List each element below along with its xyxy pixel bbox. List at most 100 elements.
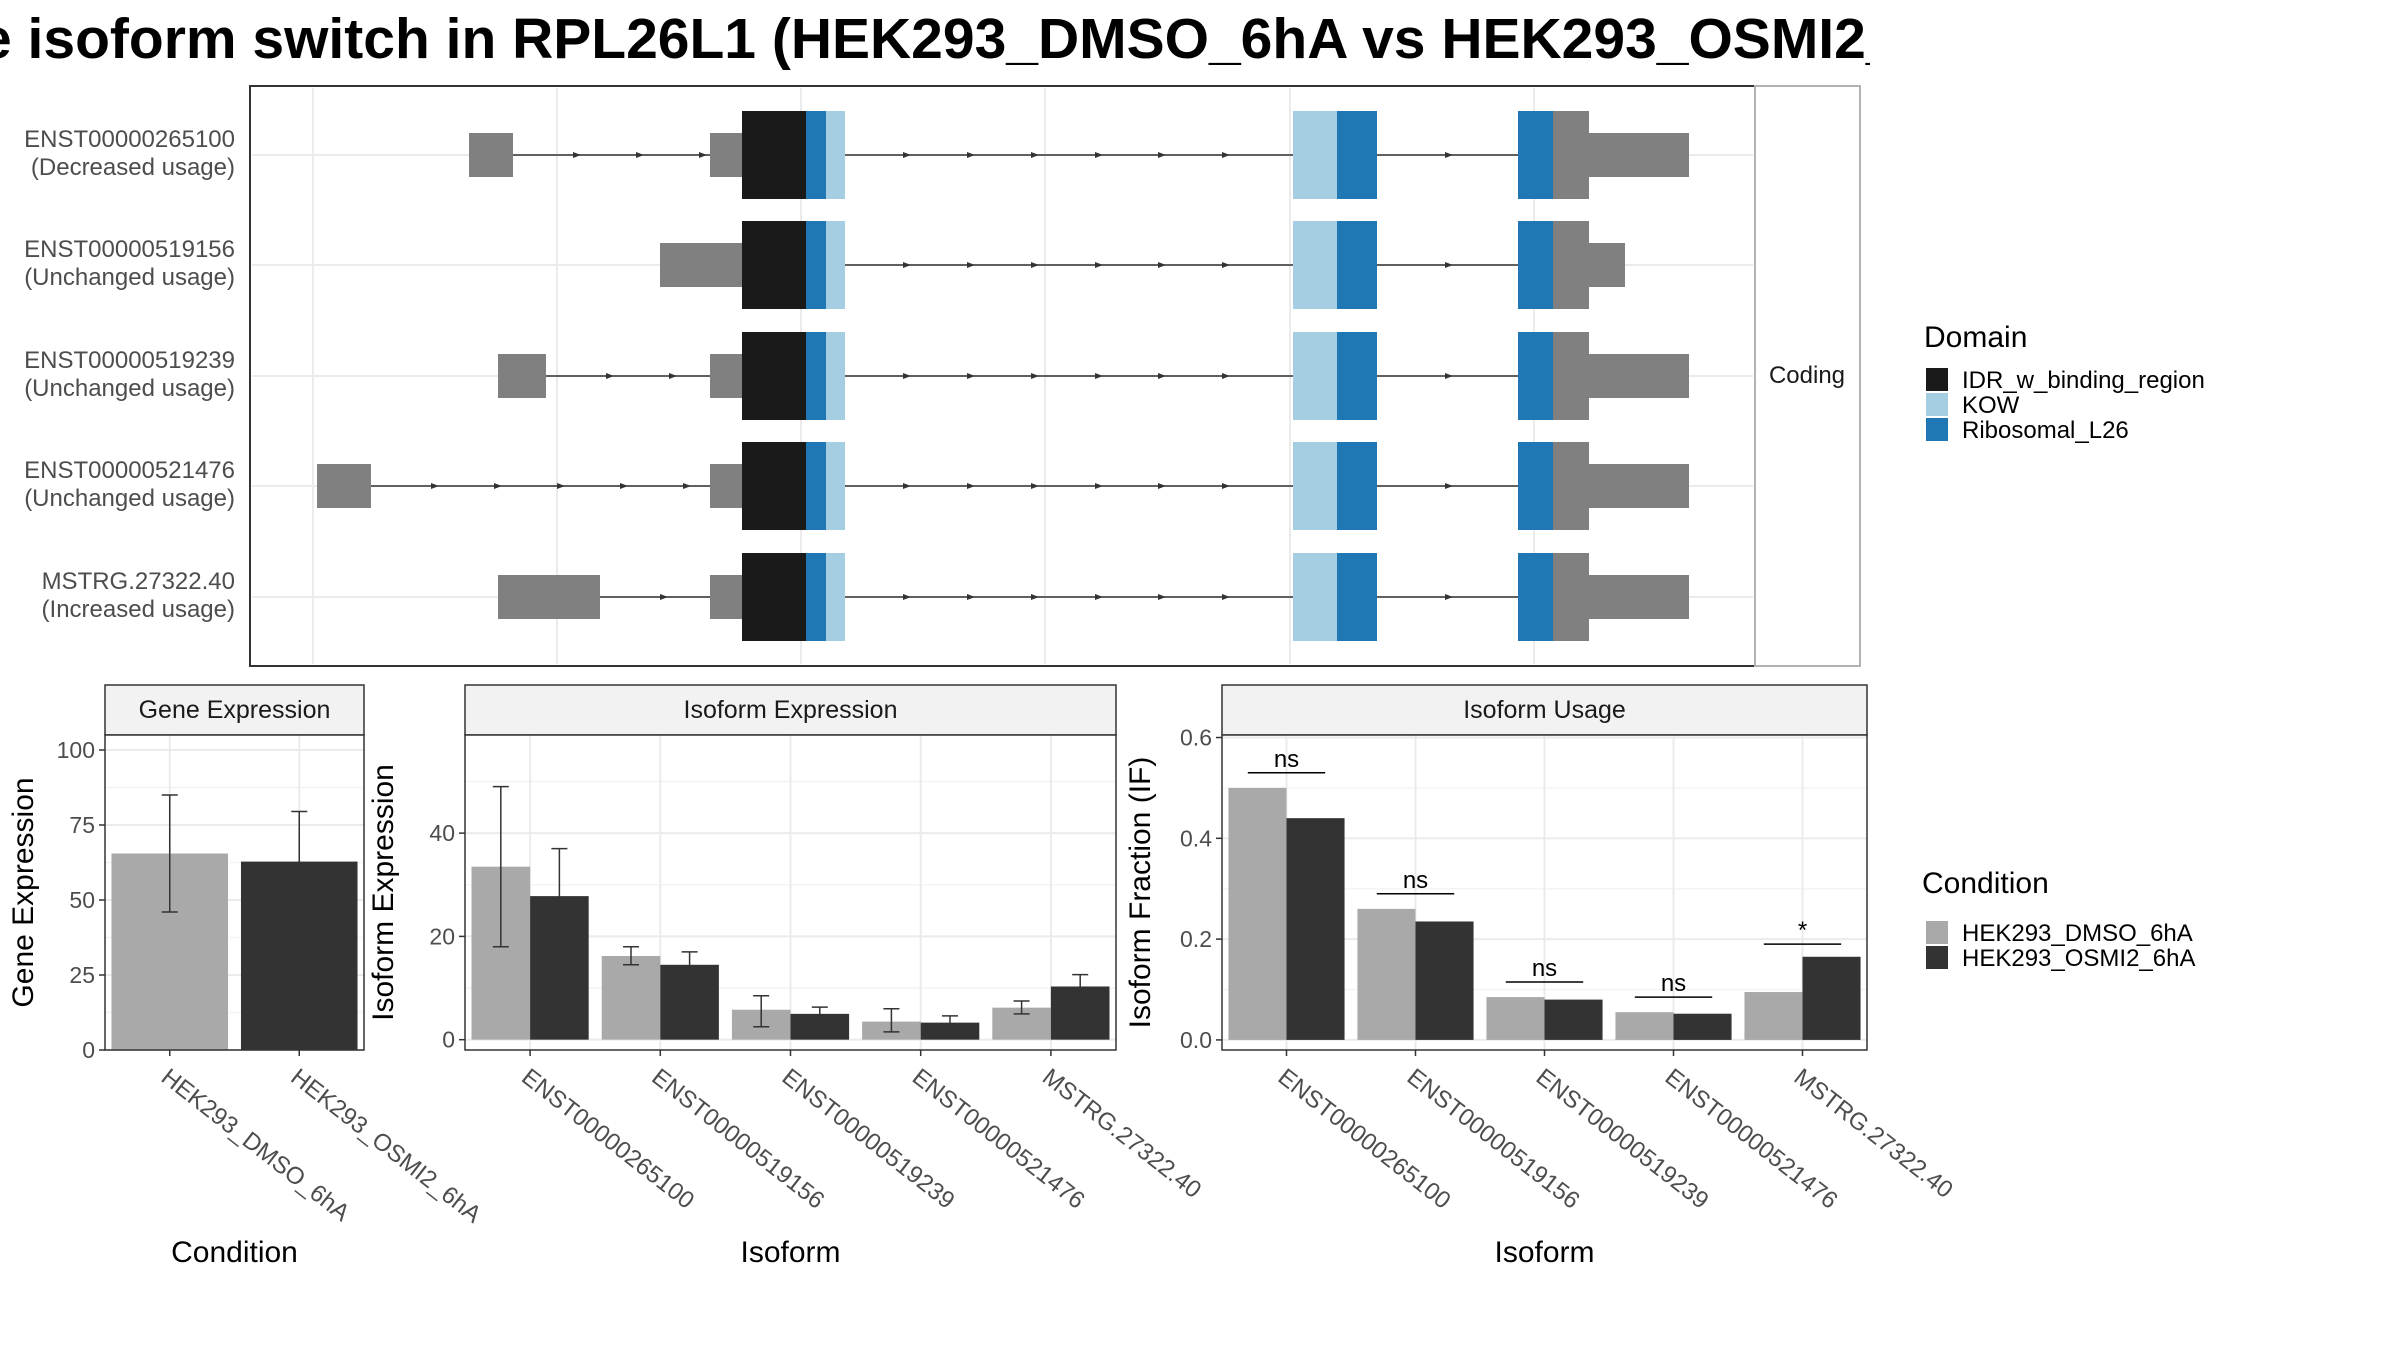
intron-arrow: [903, 373, 911, 379]
y-tick-label: 20: [429, 923, 455, 949]
significance-label: ns: [1403, 867, 1428, 894]
bar: [1286, 818, 1345, 1040]
domain-legend-label: IDR_w_binding_region: [1962, 367, 2205, 394]
transcript-status-label: (Unchanged usage): [24, 485, 235, 512]
panel-title: Isoform Expression: [684, 696, 898, 724]
utr-exon: [469, 133, 513, 177]
domain-ribosomal-segment: [806, 332, 826, 420]
utr-exon: [710, 464, 742, 508]
intron-arrow: [669, 373, 677, 379]
domain-legend-label: Ribosomal_L26: [1962, 417, 2129, 444]
intron-arrow: [1445, 262, 1453, 268]
bar: [1802, 956, 1861, 1040]
domain-ribosomal-segment: [1518, 221, 1553, 309]
intron-arrow: [1031, 262, 1039, 268]
utr-exon: [710, 354, 742, 398]
domain-ribosomal-segment: [1518, 332, 1553, 420]
intron-arrow: [1158, 262, 1166, 268]
utr-exon: [1553, 442, 1589, 530]
intron-arrow: [1158, 594, 1166, 600]
intron-arrow: [1031, 152, 1039, 158]
y-tick-label: 25: [69, 962, 95, 988]
intron-arrow: [967, 262, 975, 268]
intron-arrow: [1222, 594, 1230, 600]
transcript-status-label: (Decreased usage): [31, 154, 235, 181]
domain-ribosomal-segment: [1337, 553, 1377, 641]
y-tick-label: 75: [69, 812, 95, 838]
y-tick-label: 100: [57, 737, 95, 763]
transcript-labels: ENST00000265100(Decreased usage) ENST0000…: [24, 126, 235, 623]
bar: [1486, 997, 1545, 1040]
intron-arrow: [1095, 373, 1103, 379]
transcript-status-label: (Increased usage): [42, 596, 235, 623]
transcript-id-label: ENST00000521476: [24, 457, 235, 484]
significance-label: *: [1798, 917, 1807, 944]
strip-label: Coding: [1769, 362, 1845, 389]
isoform-expression-panel: Isoform Expression02040ENST00000265100EN…: [367, 684, 1206, 1269]
strip-box: [1754, 85, 1861, 667]
transcript-status-label: (Unchanged usage): [24, 375, 235, 402]
domain-kow-segment: [826, 111, 845, 199]
domain-idr-segment: [742, 221, 806, 309]
intron-arrow: [1031, 373, 1039, 379]
transcript-id-label: MSTRG.27322.40: [42, 568, 235, 595]
significance-label: ns: [1274, 746, 1299, 773]
domain-legend-title: Domain: [1924, 321, 2027, 354]
x-axis-title: Condition: [171, 1236, 298, 1269]
intron-arrow: [1095, 483, 1103, 489]
intron-arrow: [903, 594, 911, 600]
intron-arrow: [967, 373, 975, 379]
bar: [1544, 999, 1603, 1040]
intron-arrow: [1158, 483, 1166, 489]
gene-expression-panel: Gene Expression0255075100HEK293_DMSO_6hA…: [7, 684, 486, 1269]
intron-arrow: [903, 152, 911, 158]
intron-arrow: [636, 152, 644, 158]
domain-idr-segment: [742, 442, 806, 530]
intron-arrow: [1445, 594, 1453, 600]
isoform-usage-panel: Isoform Usage0.00.20.40.6nsnsnsns*ENST00…: [1124, 684, 1958, 1269]
domain-ribosomal-segment: [1518, 553, 1553, 641]
domain-ribosomal-segment: [806, 442, 826, 530]
utr-exon: [1553, 332, 1589, 420]
intron-arrow: [699, 152, 707, 158]
panel-strip: [1221, 684, 1868, 736]
transcript-row: [317, 442, 1689, 530]
panel-strip: [104, 684, 365, 736]
intron-arrow: [903, 262, 911, 268]
domain-ribosomal-segment: [806, 111, 826, 199]
intron-arrow: [573, 152, 581, 158]
condition-legend-label: HEK293_OSMI2_6hA: [1962, 945, 2195, 972]
intron-arrow: [1222, 262, 1230, 268]
bar: [1615, 1012, 1674, 1040]
y-tick-label: 40: [429, 820, 455, 846]
y-tick-label: 0.6: [1180, 725, 1212, 751]
transcript-id-label: ENST00000265100: [24, 126, 235, 153]
intron-arrow: [1222, 373, 1230, 379]
intron-arrow: [1445, 373, 1453, 379]
bar: [1357, 908, 1416, 1040]
domain-ribosomal-segment: [1337, 111, 1377, 199]
intron-arrow: [1031, 594, 1039, 600]
utr-exon: [1589, 354, 1689, 398]
significance-label: ns: [1661, 970, 1686, 997]
y-tick-label: 0.0: [1180, 1027, 1212, 1053]
bar: [1228, 787, 1287, 1040]
utr-exon: [1553, 553, 1589, 641]
transcript-row: [498, 553, 1689, 641]
domain-ribosomal-segment: [806, 221, 826, 309]
bar: [1415, 921, 1474, 1040]
domain-kow-segment: [1293, 442, 1337, 530]
panel-title: Isoform Usage: [1463, 696, 1626, 724]
utr-exon: [1589, 464, 1689, 508]
utr-exon: [498, 575, 600, 619]
intron-arrow: [1095, 152, 1103, 158]
transcript-row: [469, 111, 1689, 199]
y-tick-label: 0.4: [1180, 825, 1212, 851]
utr-exon: [1553, 111, 1589, 199]
domain-kow-segment: [826, 553, 845, 641]
y-tick-label: 0: [442, 1027, 455, 1053]
utr-exon: [1553, 221, 1589, 309]
y-axis-title: Isoform Expression: [367, 764, 400, 1021]
domain-kow-segment: [826, 332, 845, 420]
bar: [601, 956, 661, 1040]
